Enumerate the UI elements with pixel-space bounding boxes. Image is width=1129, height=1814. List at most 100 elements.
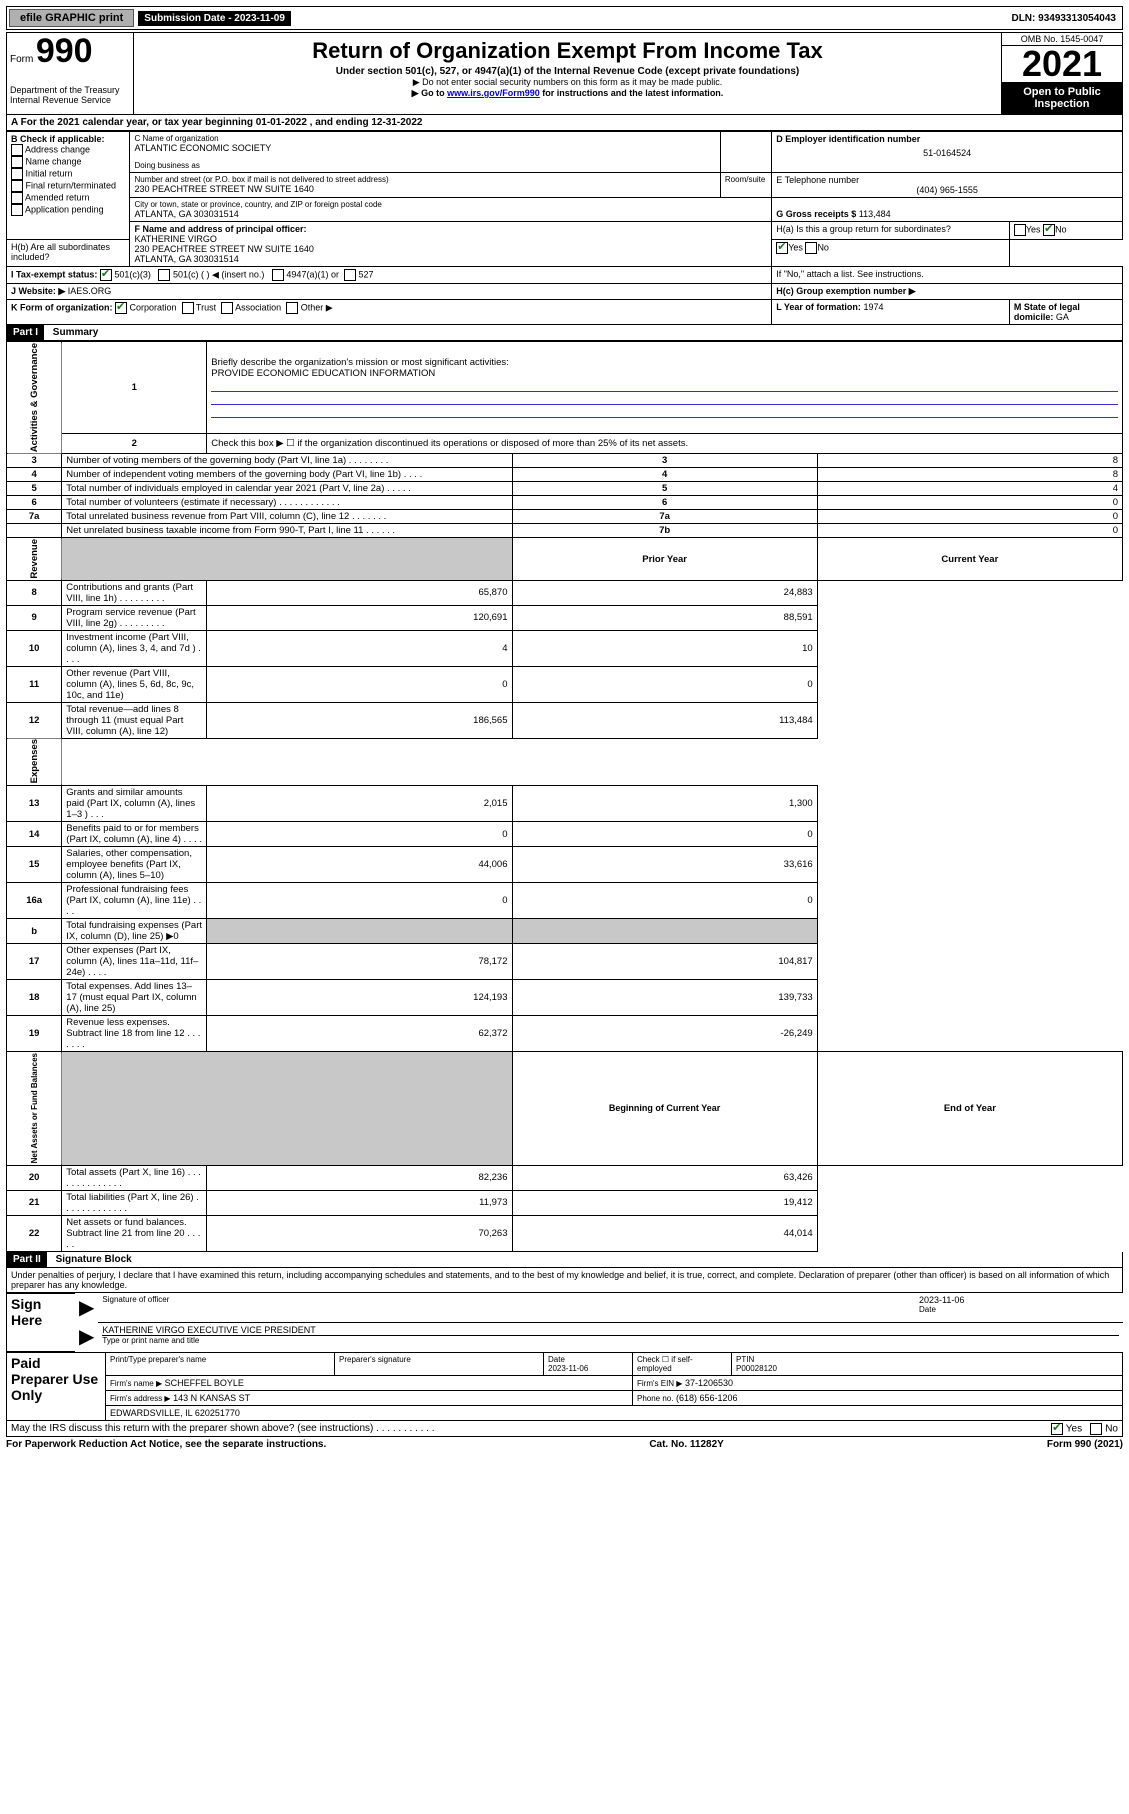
table-row: 14Benefits paid to or for members (Part … bbox=[7, 822, 1123, 847]
form-title: Return of Organization Exempt From Incom… bbox=[137, 38, 998, 64]
box-i-label: I Tax-exempt status: bbox=[11, 269, 97, 279]
chk-discuss-yes[interactable] bbox=[1051, 1423, 1063, 1435]
part-i-head: Part I bbox=[7, 325, 44, 340]
chk-amended[interactable]: Amended return bbox=[11, 192, 125, 204]
summary-table: Activities & Governance 1 Briefly descri… bbox=[6, 341, 1123, 1252]
self-emp[interactable]: Check ☐ if self-employed bbox=[633, 1352, 732, 1375]
box-f-label: F Name and address of principal officer: bbox=[134, 224, 767, 234]
chk-corp[interactable] bbox=[115, 302, 127, 314]
chk-501c[interactable] bbox=[158, 269, 170, 281]
goto-link[interactable]: www.irs.gov/Form990 bbox=[447, 88, 540, 98]
officer-name: KATHERINE VIRGO bbox=[134, 234, 767, 244]
irs-label: Internal Revenue Service bbox=[10, 95, 130, 105]
open-to-public: Open to Public Inspection bbox=[1002, 82, 1122, 114]
chk-hb-no[interactable] bbox=[805, 242, 817, 254]
footer-mid: Cat. No. 11282Y bbox=[649, 1439, 723, 1450]
table-row: Net unrelated business taxable income fr… bbox=[7, 524, 1123, 538]
firm-name: SCHEFFEL BOYLE bbox=[165, 1378, 244, 1388]
table-row: 3Number of voting members of the governi… bbox=[7, 454, 1123, 468]
chk-ha-no[interactable] bbox=[1043, 224, 1055, 236]
dln-value: DLN: 93493313054043 bbox=[1011, 13, 1122, 24]
efile-print-button[interactable]: efile GRAPHIC print bbox=[9, 9, 134, 27]
table-row: 13Grants and similar amounts paid (Part … bbox=[7, 786, 1123, 822]
chk-501c3[interactable] bbox=[100, 269, 112, 281]
box-g-label: G Gross receipts $ bbox=[776, 209, 856, 219]
toolbar: efile GRAPHIC print Submission Date - 20… bbox=[6, 6, 1123, 30]
goto-post: for instructions and the latest informat… bbox=[540, 88, 724, 98]
city-label: City or town, state or province, country… bbox=[134, 200, 767, 209]
sign-date: 2023-11-06 bbox=[919, 1295, 1119, 1305]
chk-ha-yes[interactable] bbox=[1014, 224, 1026, 236]
box-d-label: D Employer identification number bbox=[776, 134, 1118, 144]
part-ii-title: Signature Block bbox=[50, 1254, 132, 1265]
ptin: P00028120 bbox=[736, 1364, 777, 1373]
form-number: 990 bbox=[36, 32, 93, 70]
line-a: A For the 2021 calendar year, or tax yea… bbox=[6, 115, 1123, 131]
submission-date: Submission Date - 2023-11-09 bbox=[138, 11, 291, 26]
ein-value: 51-0164524 bbox=[776, 148, 1118, 158]
col-boy: Beginning of Current Year bbox=[512, 1052, 817, 1165]
gross-receipts: 113,484 bbox=[859, 209, 891, 219]
footer-left: For Paperwork Reduction Act Notice, see … bbox=[6, 1439, 326, 1450]
sign-date-label: Date bbox=[919, 1305, 1119, 1314]
box-m-label: M State of legal domicile: bbox=[1014, 302, 1080, 322]
footer-right: Form 990 (2021) bbox=[1047, 1439, 1123, 1450]
officer-typed-name: KATHERINE VIRGO EXECUTIVE VICE PRESIDENT bbox=[102, 1325, 1119, 1335]
q1-value: PROVIDE ECONOMIC EDUCATION INFORMATION bbox=[211, 368, 435, 379]
chk-trust[interactable] bbox=[182, 302, 194, 314]
table-row: 21Total liabilities (Part X, line 26) . … bbox=[7, 1190, 1123, 1215]
chk-address-change[interactable]: Address change bbox=[11, 144, 125, 156]
chk-name-change[interactable]: Name change bbox=[11, 156, 125, 168]
form-word: Form bbox=[10, 54, 33, 65]
col-curr: Current Year bbox=[817, 538, 1122, 581]
website-value: IAES.ORG bbox=[68, 286, 112, 296]
firm-ein: 37-1206530 bbox=[685, 1378, 733, 1388]
phone-value: (404) 965-1555 bbox=[776, 185, 1118, 195]
firm-addr2: EDWARDSVILLE, IL 620251770 bbox=[106, 1405, 1123, 1420]
table-row: 19Revenue less expenses. Subtract line 1… bbox=[7, 1016, 1123, 1052]
table-row: 11Other revenue (Part VIII, column (A), … bbox=[7, 666, 1123, 702]
net-label: Net Assets or Fund Balances bbox=[7, 1052, 62, 1165]
header-table: B Check if applicable: Address change Na… bbox=[6, 131, 1123, 325]
box-c-name-label: C Name of organization bbox=[134, 134, 715, 143]
goto-pre: ▶ Go to bbox=[412, 88, 447, 98]
firm-phone: (618) 656-1206 bbox=[676, 1393, 738, 1403]
org-name: ATLANTIC ECONOMIC SOCIETY bbox=[134, 143, 715, 153]
firm-addr: 143 N KANSAS ST bbox=[173, 1393, 250, 1403]
part-i-title: Summary bbox=[47, 327, 99, 338]
gov-label: Activities & Governance bbox=[7, 342, 62, 454]
tax-year: 2021 bbox=[1002, 46, 1122, 82]
table-row: 10Investment income (Part VIII, column (… bbox=[7, 630, 1123, 666]
prep-date: 2023-11-06 bbox=[548, 1364, 588, 1373]
box-hc-label: H(c) Group exemption number ▶ bbox=[776, 286, 915, 296]
chk-527[interactable] bbox=[344, 269, 356, 281]
table-row: 12Total revenue—add lines 8 through 11 (… bbox=[7, 702, 1123, 738]
city-value: ATLANTA, GA 303031514 bbox=[134, 209, 767, 219]
form-header: Form 990 Department of the Treasury Inte… bbox=[6, 32, 1123, 115]
paid-label: Paid Preparer Use Only bbox=[7, 1352, 106, 1420]
chk-hb-yes[interactable] bbox=[776, 242, 788, 254]
box-l-label: L Year of formation: bbox=[776, 302, 861, 312]
table-row: 9Program service revenue (Part VIII, lin… bbox=[7, 605, 1123, 630]
ssn-notice: ▶ Do not enter social security numbers o… bbox=[137, 77, 998, 88]
hb-note: If "No," attach a list. See instructions… bbox=[776, 269, 1118, 279]
col-eoy: End of Year bbox=[817, 1052, 1122, 1165]
chk-final-return[interactable]: Final return/terminated bbox=[11, 180, 125, 192]
domicile: GA bbox=[1056, 312, 1069, 322]
exp-label: Expenses bbox=[7, 738, 62, 785]
table-row: 4Number of independent voting members of… bbox=[7, 468, 1123, 482]
chk-discuss-no[interactable] bbox=[1090, 1423, 1102, 1435]
street-address: 230 PEACHTREE STREET NW SUITE 1640 bbox=[134, 184, 715, 194]
part-ii-head: Part II bbox=[7, 1252, 47, 1267]
table-row: 8Contributions and grants (Part VIII, li… bbox=[7, 580, 1123, 605]
table-row: 7aTotal unrelated business revenue from … bbox=[7, 510, 1123, 524]
room-label: Room/suite bbox=[725, 175, 767, 184]
chk-assoc[interactable] bbox=[221, 302, 233, 314]
table-row: 18Total expenses. Add lines 13–17 (must … bbox=[7, 980, 1123, 1016]
chk-initial-return[interactable]: Initial return bbox=[11, 168, 125, 180]
chk-other[interactable] bbox=[286, 302, 298, 314]
chk-4947[interactable] bbox=[272, 269, 284, 281]
dept-label: Department of the Treasury bbox=[10, 85, 130, 95]
table-row: 22Net assets or fund balances. Subtract … bbox=[7, 1215, 1123, 1251]
chk-pending[interactable]: Application pending bbox=[11, 204, 125, 216]
